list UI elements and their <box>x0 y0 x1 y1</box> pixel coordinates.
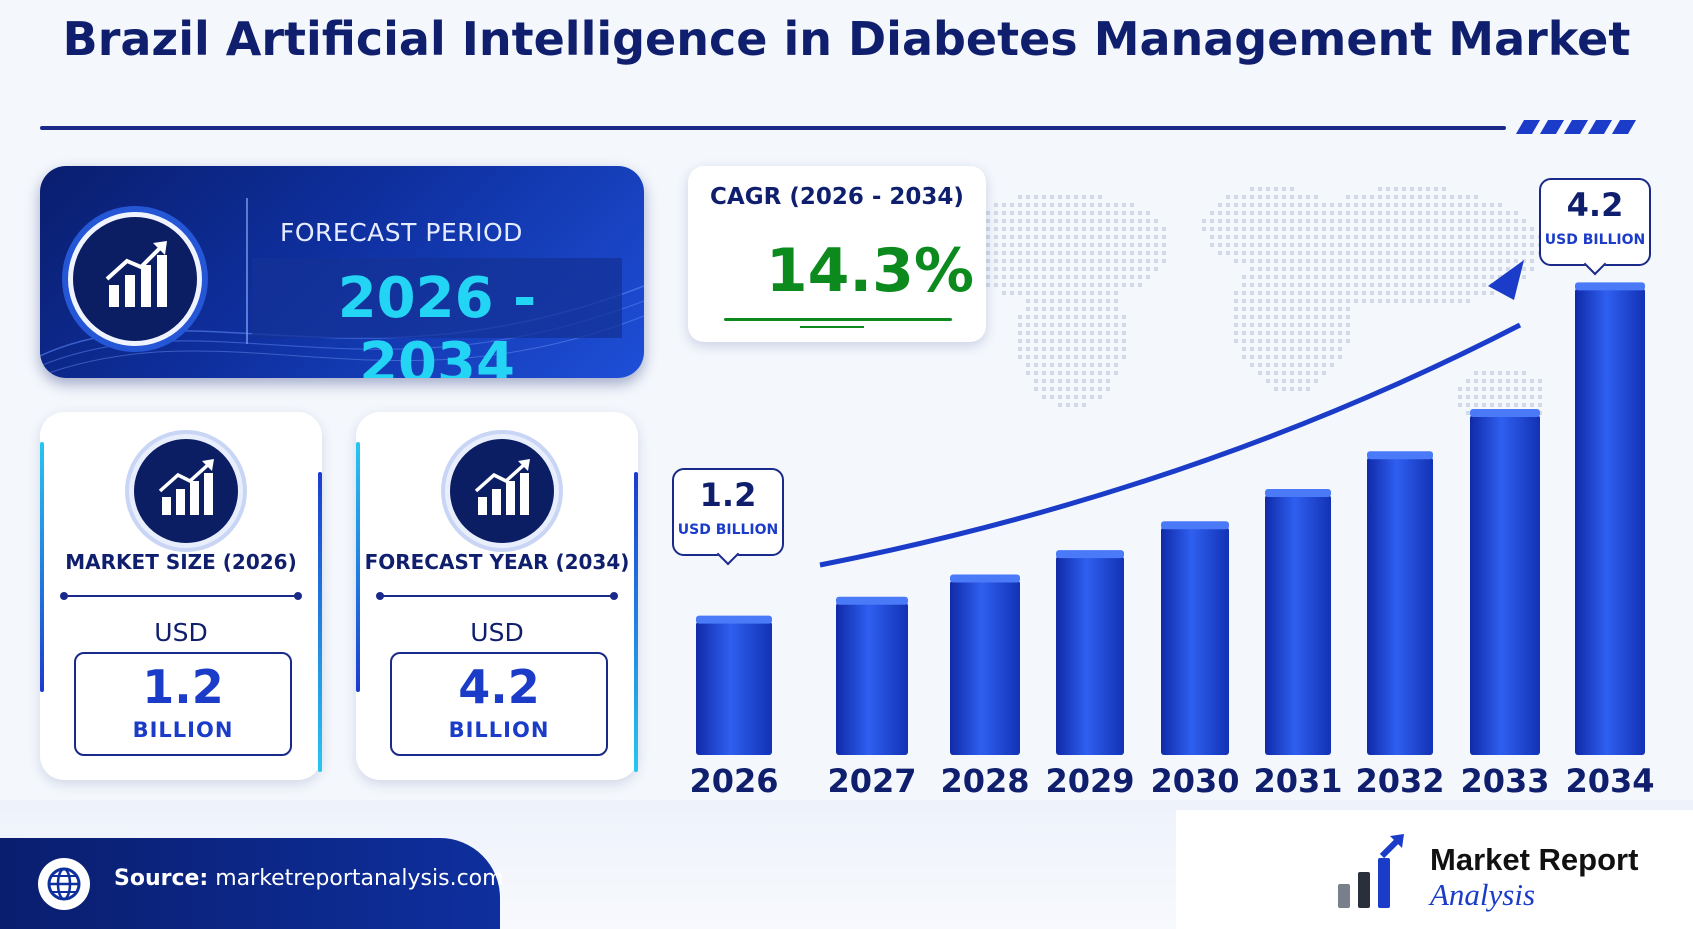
bar-2029 <box>1056 556 1124 755</box>
bar-top-2030 <box>1161 521 1229 530</box>
bar-top-2034 <box>1575 282 1645 291</box>
market-size-card: MARKET SIZE (2026) USD 1.2 BILLION <box>40 412 322 780</box>
forecast-year-label: FORECAST YEAR (2034) <box>364 550 630 574</box>
bar-2030 <box>1161 527 1229 755</box>
start-callout-unit: USD BILLION <box>677 522 779 538</box>
market-report-logo-icon <box>1338 834 1404 908</box>
bar-2031 <box>1265 495 1331 755</box>
bar-2033 <box>1470 415 1540 755</box>
bar-2034 <box>1575 288 1645 755</box>
logo-text-line1: Market Report <box>1430 842 1639 877</box>
market-size-value-box: 1.2 BILLION <box>74 652 292 756</box>
bar-top-2031 <box>1265 489 1331 497</box>
forecast-period-card: FORECAST PERIOD 2026 - 2034 <box>40 166 644 378</box>
source-line: Source: marketreportanalysis.com <box>114 866 504 891</box>
logo-area <box>1176 810 1693 929</box>
bar-top-2029 <box>1056 550 1124 559</box>
forecast-year-card: FORECAST YEAR (2034) USD 4.2 BILLION <box>356 412 638 780</box>
growth-chart-icon <box>445 434 559 548</box>
globe-icon <box>38 858 90 910</box>
market-size-unit: BILLION <box>132 718 234 742</box>
x-tick-label: 2034 <box>1565 762 1654 800</box>
market-size-label: MARKET SIZE (2026) <box>65 550 297 574</box>
trend-arrow-head <box>1488 260 1524 300</box>
bar-top-2027 <box>836 596 908 605</box>
growth-chart-icon <box>129 434 243 548</box>
x-tick-label: 2027 <box>827 762 916 800</box>
trend-arrow <box>819 322 1522 568</box>
cagr-underline <box>724 318 952 321</box>
card-divider <box>246 198 248 344</box>
x-tick-label: 2032 <box>1355 762 1444 800</box>
bar-top-2032 <box>1367 451 1433 460</box>
bar-top-2028 <box>950 574 1020 583</box>
forecast-period-value-box: 2026 - 2034 <box>252 258 622 378</box>
divider <box>376 592 618 600</box>
end-value-callout: 4.2 USD BILLION <box>1539 178 1651 276</box>
growth-chart-icon <box>68 212 202 346</box>
divider <box>60 592 302 600</box>
bar-top-2026 <box>696 615 772 624</box>
source-url[interactable]: marketreportanalysis.com <box>215 866 504 891</box>
decorative-stripes <box>1515 120 1650 134</box>
start-value-callout: 1.2 USD BILLION <box>672 468 784 566</box>
x-tick-label: 2031 <box>1253 762 1342 800</box>
end-callout-value: 4.2 <box>1566 186 1624 224</box>
cagr-card: CAGR (2026 - 2034) 14.3% <box>688 166 986 342</box>
bar-chart: 2026 2027 2028 2029 2030 2031 2032 2033 2034 <box>689 260 1655 800</box>
cagr-label: CAGR (2026 - 2034) <box>710 184 964 210</box>
cagr-value: 14.3% <box>765 236 974 306</box>
bar-2032 <box>1367 457 1433 755</box>
market-size-currency: USD <box>154 618 208 647</box>
source-label: Source: <box>114 866 209 891</box>
x-tick-label: 2026 <box>689 762 778 800</box>
x-tick-label: 2029 <box>1045 762 1134 800</box>
x-tick-label: 2028 <box>940 762 1029 800</box>
x-tick-label: 2030 <box>1150 762 1239 800</box>
start-callout-value: 1.2 <box>699 476 757 514</box>
bar-2028 <box>950 580 1020 755</box>
forecast-year-value: 4.2 <box>458 660 540 714</box>
bar-top-2033 <box>1470 409 1540 417</box>
forecast-period-label: FORECAST PERIOD <box>280 218 523 247</box>
end-callout-unit: USD BILLION <box>1544 232 1646 248</box>
x-tick-label: 2033 <box>1460 762 1549 800</box>
page-title: Brazil Artificial Intelligence in Diabet… <box>62 12 1631 66</box>
market-size-value: 1.2 <box>142 660 224 714</box>
bar-2027 <box>836 602 908 755</box>
logo-text-line2: Analysis <box>1430 877 1536 912</box>
forecast-period-value: 2026 - 2034 <box>337 266 537 378</box>
forecast-year-value-box: 4.2 BILLION <box>390 652 608 756</box>
forecast-year-currency: USD <box>470 618 524 647</box>
bar-2026 <box>696 621 772 755</box>
title-divider <box>40 126 1506 130</box>
cagr-underline-short <box>800 326 864 328</box>
forecast-year-unit: BILLION <box>448 718 550 742</box>
